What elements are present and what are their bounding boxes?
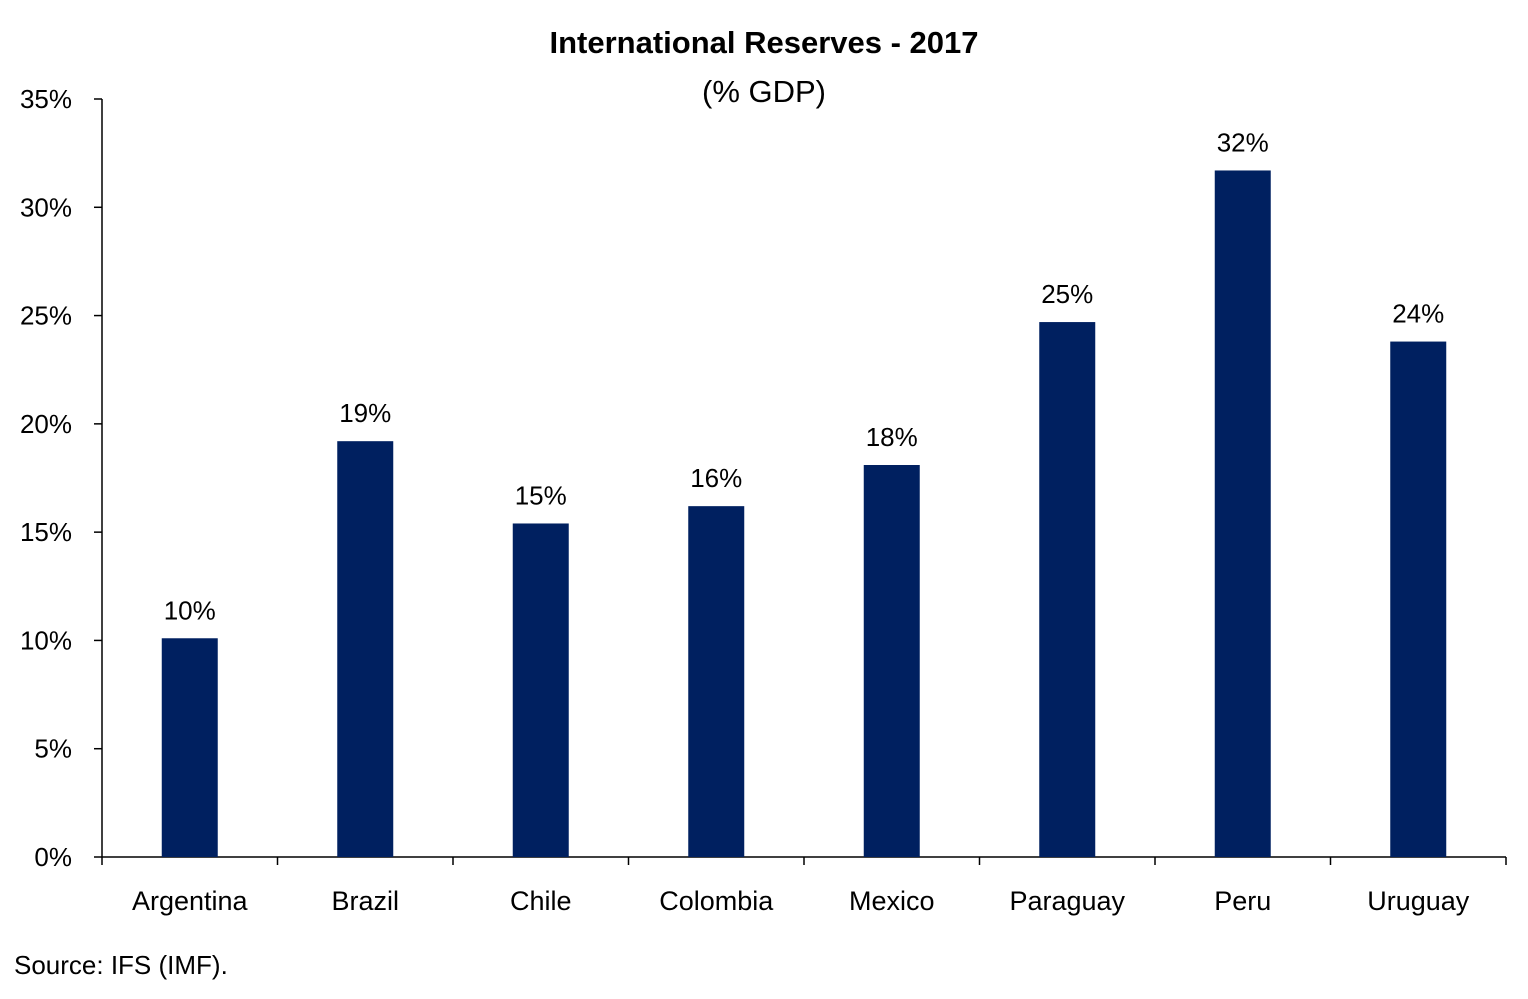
bar-uruguay bbox=[1390, 341, 1447, 857]
y-tick-label: 20% bbox=[20, 409, 72, 439]
bar-argentina bbox=[161, 638, 218, 857]
x-tick-label: Argentina bbox=[132, 886, 249, 916]
y-tick-label: 10% bbox=[20, 625, 72, 655]
chart-title: International Reserves - 2017 bbox=[549, 25, 978, 60]
y-tick-label: 35% bbox=[20, 84, 72, 114]
data-label: 15% bbox=[515, 480, 567, 510]
y-tick-label: 15% bbox=[20, 517, 72, 547]
bar-chile bbox=[512, 523, 569, 857]
data-label: 24% bbox=[1392, 299, 1444, 329]
source-note: Source: IFS (IMF). bbox=[14, 950, 228, 980]
x-tick-label: Uruguay bbox=[1367, 886, 1470, 916]
x-tick-label: Chile bbox=[510, 886, 572, 916]
data-label: 19% bbox=[339, 398, 391, 428]
bar-mexico bbox=[863, 465, 920, 857]
axes: 0% 5% 10% 15% 20% 25% 30% 35% bbox=[20, 84, 1507, 872]
x-tick-label: Brazil bbox=[331, 886, 399, 916]
data-label: 16% bbox=[690, 463, 742, 493]
bar-colombia bbox=[688, 506, 745, 857]
chart-subtitle: (% GDP) bbox=[702, 74, 826, 109]
data-label: 25% bbox=[1041, 279, 1093, 309]
x-tick-label: Mexico bbox=[849, 886, 935, 916]
x-tick-label: Paraguay bbox=[1009, 886, 1125, 916]
bar-paraguay bbox=[1039, 322, 1096, 857]
bars bbox=[161, 170, 1447, 857]
x-tick-label: Colombia bbox=[659, 886, 774, 916]
bar-brazil bbox=[337, 441, 394, 857]
y-tick-label: 5% bbox=[34, 734, 72, 764]
data-label: 18% bbox=[866, 422, 918, 452]
data-label: 10% bbox=[164, 595, 216, 625]
bar-peru bbox=[1214, 170, 1271, 857]
y-tick-label: 0% bbox=[34, 842, 72, 872]
y-tick-label: 25% bbox=[20, 301, 72, 331]
x-tick-label: Peru bbox=[1214, 886, 1271, 916]
labels: 10% Argentina 19% Brazil 15% Chile 16% Colombia… bbox=[132, 127, 1470, 916]
data-label: 32% bbox=[1217, 127, 1269, 157]
y-tick-label: 30% bbox=[20, 192, 72, 222]
